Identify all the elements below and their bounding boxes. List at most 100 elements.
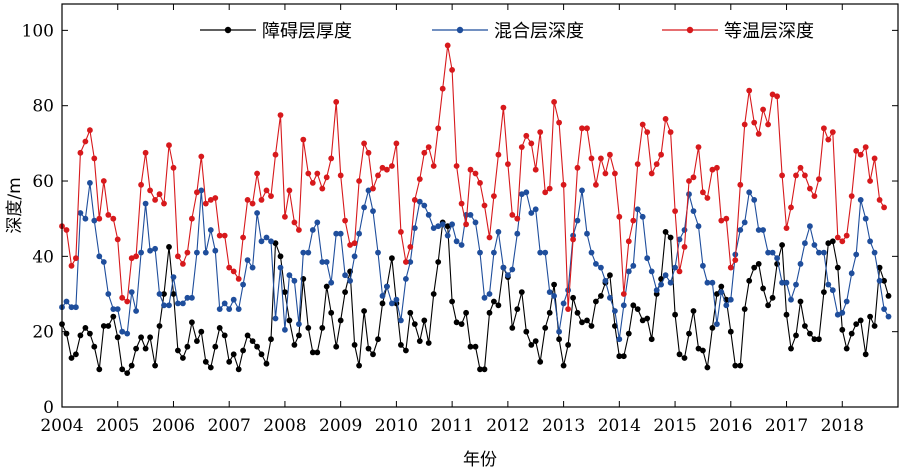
data-point [676, 351, 683, 358]
data-point [495, 302, 502, 309]
data-point [551, 99, 557, 105]
data-point [472, 343, 479, 350]
data-point [296, 332, 302, 339]
data-point [620, 291, 627, 297]
data-point [403, 347, 409, 354]
data-point [435, 223, 442, 230]
data-point [416, 338, 423, 344]
data-point [212, 195, 219, 201]
data-point [793, 281, 799, 288]
legend: 障碍层厚度 混合层深度 等温层深度 [200, 21, 814, 42]
data-point [723, 302, 730, 309]
data-point [829, 129, 836, 136]
data-point [574, 217, 581, 224]
data-point [737, 362, 744, 369]
data-point [848, 330, 855, 337]
data-point [607, 151, 613, 158]
data-point [347, 277, 353, 284]
plot-frame [61, 3, 899, 408]
data-point [839, 309, 846, 316]
data-point [486, 234, 493, 241]
data-point [774, 255, 780, 262]
data-point [514, 215, 521, 222]
data-point [741, 219, 748, 226]
data-point [189, 319, 195, 326]
data-point [695, 345, 702, 352]
data-point [100, 178, 107, 184]
data-point [700, 262, 706, 269]
data-point [690, 208, 697, 215]
data-point [175, 300, 181, 307]
data-point [793, 332, 799, 339]
data-point [319, 259, 326, 265]
data-point [574, 309, 581, 316]
data-point [379, 164, 386, 171]
data-point [226, 358, 233, 365]
data-point [100, 259, 107, 265]
data-point [811, 336, 818, 343]
legend-item-1: 障碍层厚度 [200, 21, 352, 42]
data-point [389, 255, 395, 262]
data-point [198, 328, 205, 335]
data-point [579, 187, 585, 194]
data-point [700, 189, 706, 196]
data-point [393, 296, 400, 303]
data-point [584, 317, 590, 324]
data-point [704, 279, 711, 286]
data-point [760, 227, 766, 233]
data-point [500, 104, 507, 111]
data-point [788, 345, 794, 352]
data-point [240, 281, 247, 288]
data-point [667, 234, 674, 241]
data-point [546, 185, 553, 192]
data-point [114, 236, 121, 243]
data-point [630, 217, 637, 224]
data-point [403, 259, 409, 265]
data-point [607, 272, 613, 279]
data-point [105, 323, 112, 329]
data-point [305, 170, 312, 177]
data-point [384, 283, 390, 290]
data-point [727, 328, 734, 335]
data-point [885, 293, 892, 299]
data-point [221, 332, 228, 339]
data-point [207, 197, 214, 203]
data-point [523, 328, 530, 335]
data-point [73, 255, 79, 262]
y-tick-label: 100 [22, 21, 54, 41]
data-point [802, 240, 808, 247]
x-tick-label: 2012 [486, 416, 529, 436]
data-point [87, 180, 93, 186]
data-point [797, 261, 804, 267]
data-point [365, 187, 372, 194]
data-point [124, 298, 131, 305]
data-point [472, 219, 479, 226]
data-point [648, 268, 655, 275]
y-tick-label: 40 [32, 247, 54, 267]
data-point [620, 353, 627, 360]
series-2 [59, 180, 892, 343]
data-point [337, 172, 344, 179]
series-3 [59, 42, 887, 312]
data-point [365, 345, 372, 352]
data-point [481, 294, 488, 301]
data-point [834, 234, 841, 241]
data-point [277, 112, 284, 118]
data-point [491, 249, 497, 256]
data-point [180, 261, 186, 267]
data-point [802, 172, 808, 179]
data-point [180, 300, 186, 307]
data-point [737, 227, 744, 233]
data-point [347, 242, 353, 248]
data-point [477, 249, 483, 256]
data-point [425, 144, 432, 151]
data-point [272, 240, 279, 247]
axis-ticks: 2004 2005 2006 2007 2008 2009 2010 2011 2012 2013… [22, 4, 898, 436]
data-point [184, 294, 191, 301]
data-point [161, 291, 167, 297]
data-point [537, 129, 544, 136]
data-point [110, 215, 117, 222]
data-point [291, 219, 298, 226]
data-point [467, 166, 474, 173]
data-point [147, 187, 154, 194]
